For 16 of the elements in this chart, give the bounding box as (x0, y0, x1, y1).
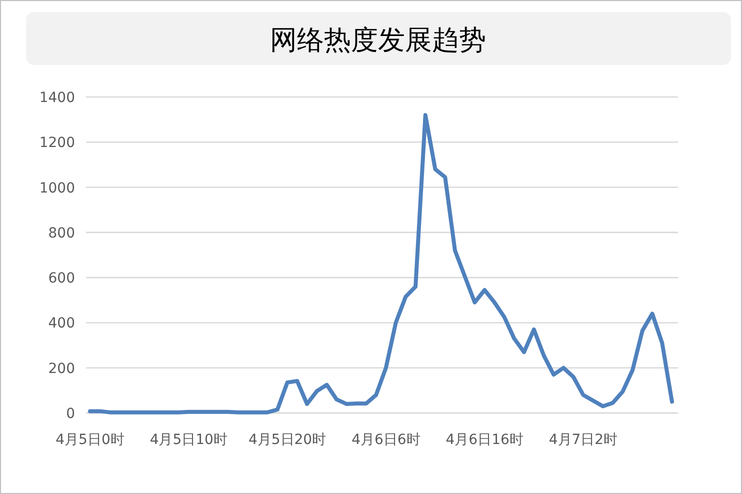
y-tick-label: 1400 (39, 90, 75, 106)
y-tick-label: 1200 (39, 135, 75, 152)
y-tick-label: 400 (48, 316, 75, 332)
line-series (88, 113, 674, 414)
y-tick-label: 0 (66, 406, 75, 422)
x-tick-label: 4月6日16时 (446, 432, 524, 448)
x-tick-label: 4月6日6时 (352, 432, 420, 448)
chart-title: 网络热度发展趋势 (270, 25, 486, 56)
x-tick-label: 4月5日20时 (248, 432, 326, 448)
x-tick-label: 4月7日2时 (548, 432, 618, 448)
y-tick-label: 200 (48, 360, 75, 377)
x-tick-label: 4月5日10时 (150, 432, 228, 448)
y-tick-label: 800 (48, 225, 75, 242)
y-tick-label: 600 (48, 270, 75, 287)
y-tick-label: 1000 (39, 180, 75, 196)
x-tick-label: 4月5日0时 (56, 432, 124, 448)
